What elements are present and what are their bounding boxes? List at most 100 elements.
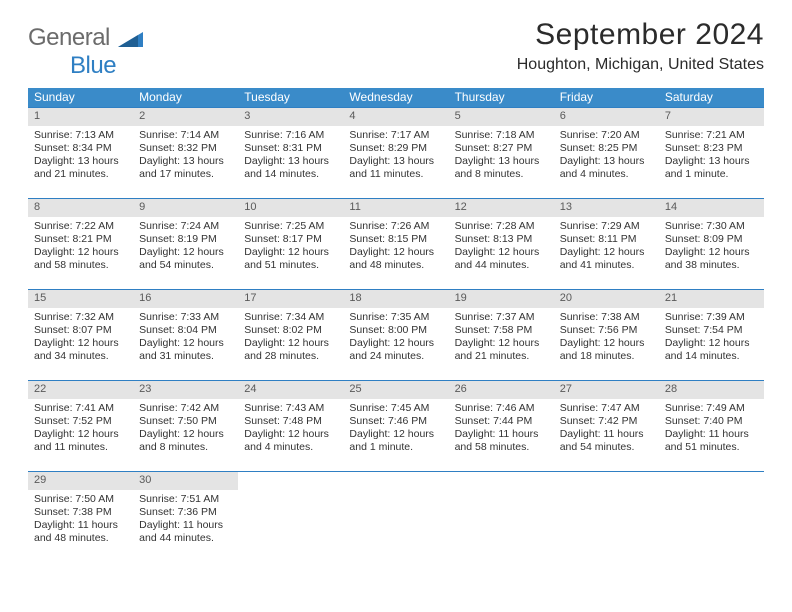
day-body: Sunrise: 7:50 AMSunset: 7:38 PMDaylight:… <box>28 490 133 550</box>
day-cell <box>343 472 448 563</box>
day-sunset: Sunset: 7:38 PM <box>34 506 127 519</box>
day-cell: 21Sunrise: 7:39 AMSunset: 7:54 PMDayligh… <box>659 290 764 381</box>
day-cell: 20Sunrise: 7:38 AMSunset: 7:56 PMDayligh… <box>554 290 659 381</box>
day-cell: 18Sunrise: 7:35 AMSunset: 8:00 PMDayligh… <box>343 290 448 381</box>
day-daylight: Daylight: 12 hours and 11 minutes. <box>34 428 127 454</box>
day-body: Sunrise: 7:47 AMSunset: 7:42 PMDaylight:… <box>554 399 659 459</box>
day-sunset: Sunset: 8:17 PM <box>244 233 337 246</box>
day-number: 9 <box>133 199 238 217</box>
day-sunset: Sunset: 8:29 PM <box>349 142 442 155</box>
day-sunrise: Sunrise: 7:35 AM <box>349 311 442 324</box>
month-title: September 2024 <box>517 18 764 52</box>
day-sunset: Sunset: 8:19 PM <box>139 233 232 246</box>
day-cell: 9Sunrise: 7:24 AMSunset: 8:19 PMDaylight… <box>133 199 238 290</box>
day-cell <box>554 472 659 563</box>
day-daylight: Daylight: 12 hours and 54 minutes. <box>139 246 232 272</box>
day-body: Sunrise: 7:34 AMSunset: 8:02 PMDaylight:… <box>238 308 343 368</box>
day-number: 19 <box>449 290 554 308</box>
day-sunrise: Sunrise: 7:14 AM <box>139 129 232 142</box>
dow-header: Wednesday <box>343 88 448 108</box>
day-body: Sunrise: 7:14 AMSunset: 8:32 PMDaylight:… <box>133 126 238 186</box>
day-daylight: Daylight: 12 hours and 24 minutes. <box>349 337 442 363</box>
day-cell: 12Sunrise: 7:28 AMSunset: 8:13 PMDayligh… <box>449 199 554 290</box>
day-sunrise: Sunrise: 7:39 AM <box>665 311 758 324</box>
day-daylight: Daylight: 11 hours and 44 minutes. <box>139 519 232 545</box>
dow-header: Tuesday <box>238 88 343 108</box>
day-cell <box>238 472 343 563</box>
page-header: General Blue September 2024 Houghton, Mi… <box>28 18 764 80</box>
day-cell: 26Sunrise: 7:46 AMSunset: 7:44 PMDayligh… <box>449 381 554 472</box>
location-subtitle: Houghton, Michigan, United States <box>517 56 764 74</box>
day-sunrise: Sunrise: 7:28 AM <box>455 220 548 233</box>
day-sunrise: Sunrise: 7:17 AM <box>349 129 442 142</box>
day-sunset: Sunset: 7:58 PM <box>455 324 548 337</box>
logo-triangle-icon <box>118 30 144 53</box>
day-cell: 16Sunrise: 7:33 AMSunset: 8:04 PMDayligh… <box>133 290 238 381</box>
day-body: Sunrise: 7:24 AMSunset: 8:19 PMDaylight:… <box>133 217 238 277</box>
day-sunrise: Sunrise: 7:47 AM <box>560 402 653 415</box>
day-body: Sunrise: 7:21 AMSunset: 8:23 PMDaylight:… <box>659 126 764 186</box>
week-row: 22Sunrise: 7:41 AMSunset: 7:52 PMDayligh… <box>28 381 764 472</box>
day-cell: 28Sunrise: 7:49 AMSunset: 7:40 PMDayligh… <box>659 381 764 472</box>
day-body: Sunrise: 7:25 AMSunset: 8:17 PMDaylight:… <box>238 217 343 277</box>
day-cell: 29Sunrise: 7:50 AMSunset: 7:38 PMDayligh… <box>28 472 133 563</box>
day-body: Sunrise: 7:45 AMSunset: 7:46 PMDaylight:… <box>343 399 448 459</box>
day-body: Sunrise: 7:35 AMSunset: 8:00 PMDaylight:… <box>343 308 448 368</box>
day-sunrise: Sunrise: 7:24 AM <box>139 220 232 233</box>
day-daylight: Daylight: 13 hours and 8 minutes. <box>455 155 548 181</box>
day-sunset: Sunset: 8:13 PM <box>455 233 548 246</box>
day-body: Sunrise: 7:46 AMSunset: 7:44 PMDaylight:… <box>449 399 554 459</box>
day-sunrise: Sunrise: 7:45 AM <box>349 402 442 415</box>
day-sunset: Sunset: 8:21 PM <box>34 233 127 246</box>
day-daylight: Daylight: 12 hours and 44 minutes. <box>455 246 548 272</box>
day-number: 7 <box>659 108 764 126</box>
day-cell: 23Sunrise: 7:42 AMSunset: 7:50 PMDayligh… <box>133 381 238 472</box>
day-daylight: Daylight: 12 hours and 4 minutes. <box>244 428 337 454</box>
day-cell: 13Sunrise: 7:29 AMSunset: 8:11 PMDayligh… <box>554 199 659 290</box>
week-row: 15Sunrise: 7:32 AMSunset: 8:07 PMDayligh… <box>28 290 764 381</box>
day-daylight: Daylight: 11 hours and 58 minutes. <box>455 428 548 454</box>
day-number: 25 <box>343 381 448 399</box>
day-daylight: Daylight: 13 hours and 17 minutes. <box>139 155 232 181</box>
day-sunset: Sunset: 8:15 PM <box>349 233 442 246</box>
dow-header: Thursday <box>449 88 554 108</box>
day-number: 3 <box>238 108 343 126</box>
day-cell: 11Sunrise: 7:26 AMSunset: 8:15 PMDayligh… <box>343 199 448 290</box>
day-daylight: Daylight: 12 hours and 14 minutes. <box>665 337 758 363</box>
day-sunset: Sunset: 8:04 PM <box>139 324 232 337</box>
logo-part1: General <box>28 24 110 51</box>
day-sunset: Sunset: 7:50 PM <box>139 415 232 428</box>
week-row: 1Sunrise: 7:13 AMSunset: 8:34 PMDaylight… <box>28 108 764 199</box>
day-sunrise: Sunrise: 7:18 AM <box>455 129 548 142</box>
day-daylight: Daylight: 12 hours and 21 minutes. <box>455 337 548 363</box>
day-daylight: Daylight: 12 hours and 8 minutes. <box>139 428 232 454</box>
day-number: 26 <box>449 381 554 399</box>
dow-header: Monday <box>133 88 238 108</box>
day-sunrise: Sunrise: 7:46 AM <box>455 402 548 415</box>
day-sunset: Sunset: 8:09 PM <box>665 233 758 246</box>
day-sunrise: Sunrise: 7:38 AM <box>560 311 653 324</box>
day-sunset: Sunset: 7:54 PM <box>665 324 758 337</box>
day-number: 1 <box>28 108 133 126</box>
day-daylight: Daylight: 11 hours and 54 minutes. <box>560 428 653 454</box>
day-daylight: Daylight: 12 hours and 28 minutes. <box>244 337 337 363</box>
day-number: 15 <box>28 290 133 308</box>
logo-text: General Blue <box>28 24 116 80</box>
day-body: Sunrise: 7:28 AMSunset: 8:13 PMDaylight:… <box>449 217 554 277</box>
day-cell: 22Sunrise: 7:41 AMSunset: 7:52 PMDayligh… <box>28 381 133 472</box>
day-cell <box>659 472 764 563</box>
day-sunset: Sunset: 8:23 PM <box>665 142 758 155</box>
day-daylight: Daylight: 12 hours and 48 minutes. <box>349 246 442 272</box>
day-cell: 30Sunrise: 7:51 AMSunset: 7:36 PMDayligh… <box>133 472 238 563</box>
day-sunrise: Sunrise: 7:34 AM <box>244 311 337 324</box>
day-cell: 25Sunrise: 7:45 AMSunset: 7:46 PMDayligh… <box>343 381 448 472</box>
day-number: 22 <box>28 381 133 399</box>
day-body: Sunrise: 7:43 AMSunset: 7:48 PMDaylight:… <box>238 399 343 459</box>
day-sunrise: Sunrise: 7:49 AM <box>665 402 758 415</box>
day-body: Sunrise: 7:51 AMSunset: 7:36 PMDaylight:… <box>133 490 238 550</box>
day-number: 29 <box>28 472 133 490</box>
day-sunset: Sunset: 7:40 PM <box>665 415 758 428</box>
week-row: 8Sunrise: 7:22 AMSunset: 8:21 PMDaylight… <box>28 199 764 290</box>
day-body: Sunrise: 7:39 AMSunset: 7:54 PMDaylight:… <box>659 308 764 368</box>
day-body: Sunrise: 7:17 AMSunset: 8:29 PMDaylight:… <box>343 126 448 186</box>
